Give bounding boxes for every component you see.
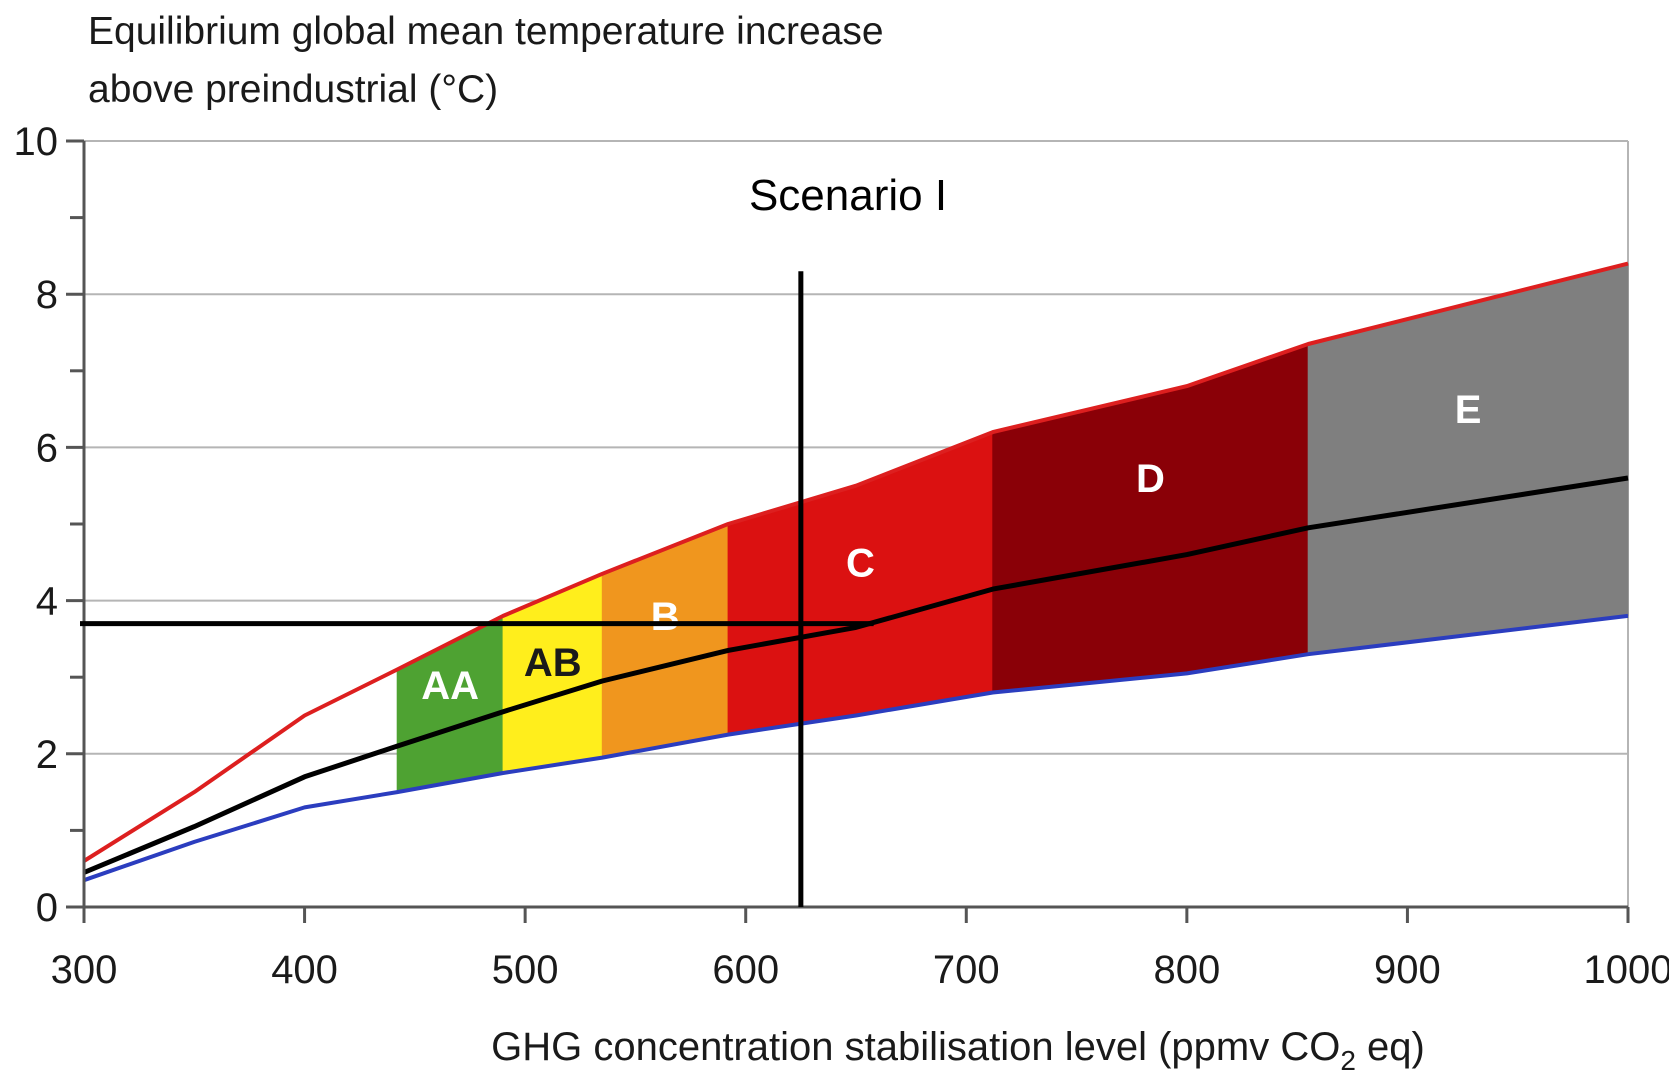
x-tick-label: 700 — [933, 948, 1000, 992]
y-tick-label: 4 — [36, 580, 58, 624]
y-tick-label: 10 — [14, 120, 59, 164]
y-axis-title-line-2: above preindustrial (°C) — [88, 68, 498, 111]
band-label-aa: AA — [421, 664, 479, 708]
x-axis-title-main: GHG concentration stabilisation level (p… — [491, 1025, 1340, 1069]
band-label-c: C — [846, 541, 875, 585]
x-axis-title-end: eq) — [1356, 1025, 1425, 1069]
y-tick-label: 0 — [36, 886, 58, 930]
x-tick-label: 1000 — [1584, 948, 1669, 992]
y-tick-label: 8 — [36, 273, 58, 317]
scenario-label: Scenario I — [749, 171, 947, 220]
x-ticks: 300 400 500 600 700 800 900 1000 — [51, 907, 1669, 992]
x-tick-label: 900 — [1374, 948, 1441, 992]
band-b — [601, 523, 729, 759]
x-tick-label: 500 — [492, 948, 559, 992]
x-tick-label: 800 — [1153, 948, 1220, 992]
band-e — [1307, 262, 1629, 655]
band-label-ab: AB — [524, 641, 582, 685]
series-lines — [82, 261, 1629, 883]
y-axis-title-line-1: Equilibrium global mean temperature incr… — [88, 10, 884, 53]
x-axis-title-subscript: 2 — [1340, 1045, 1356, 1072]
band-labels: AA AB B C D E — [421, 388, 1481, 708]
band-label-b: B — [651, 595, 680, 639]
x-axis-title: GHG concentration stabilisation level (p… — [491, 1025, 1425, 1072]
x-tick-label: 300 — [51, 948, 118, 992]
y-tick-label: 6 — [36, 426, 58, 470]
y-tick-label: 2 — [36, 733, 58, 777]
series-line-upper — [82, 261, 1629, 863]
bands — [396, 262, 1629, 793]
y-ticks: 0 2 4 6 8 10 — [14, 120, 84, 930]
band-label-e: E — [1455, 388, 1482, 432]
band-label-d: D — [1136, 457, 1165, 501]
x-tick-label: 600 — [712, 948, 779, 992]
x-tick-label: 400 — [271, 948, 338, 992]
series-line-lower — [83, 613, 1629, 883]
series-line-best-estimate — [83, 475, 1629, 875]
scenario-marker — [80, 271, 874, 907]
